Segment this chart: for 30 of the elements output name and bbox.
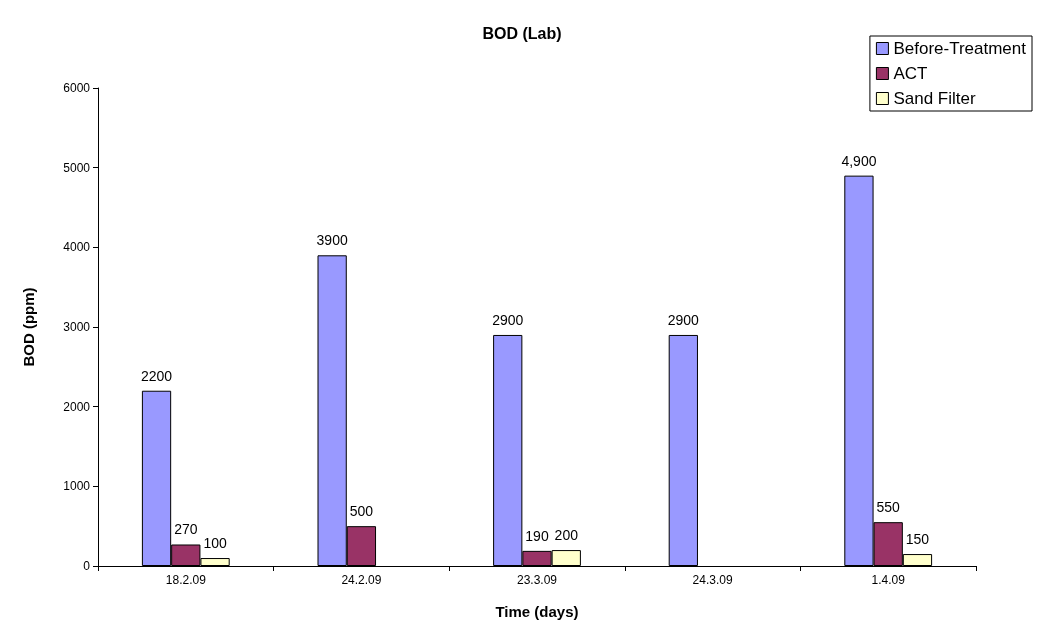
data-label: 550 [876,499,901,516]
y-axis-title: BOD (ppm) [20,287,37,367]
y-tick-label: 3000 [63,320,91,334]
x-tick-label: 24.2.09 [341,573,382,587]
data-label: 2900 [492,311,524,328]
x-tick-label: 18.2.09 [165,573,207,587]
data-label: 150 [905,531,930,548]
chart-title: BOD (Lab) [482,24,562,42]
x-axis-title: Time (days) [495,603,579,620]
x-tick-label: 23.3.09 [516,573,558,587]
data-label: 2200 [140,367,173,384]
legend-label: Before-Treatment [893,39,1027,58]
data-label: 4,900 [841,152,877,169]
data-label: 500 [349,503,374,520]
data-label: 3900 [316,232,348,249]
legend-label: Sand Filter [893,89,976,108]
data-label: 100 [203,535,227,552]
y-tick-label: 2000 [63,399,91,414]
data-label: 190 [525,527,549,544]
y-tick-label: 1000 [63,479,91,494]
data-label: 270 [174,521,198,538]
legend-label: ACT [893,64,928,83]
y-tick-label: 5000 [63,160,91,175]
x-tick-label: 24.3.09 [692,573,733,587]
data-label: 200 [554,527,579,544]
x-tick-label: 1.4.09 [871,573,906,587]
y-tick-label: 0 [83,559,91,573]
y-tick-label: 4000 [63,240,91,255]
y-tick-label: 6000 [63,81,91,95]
data-label: 2900 [667,311,700,328]
